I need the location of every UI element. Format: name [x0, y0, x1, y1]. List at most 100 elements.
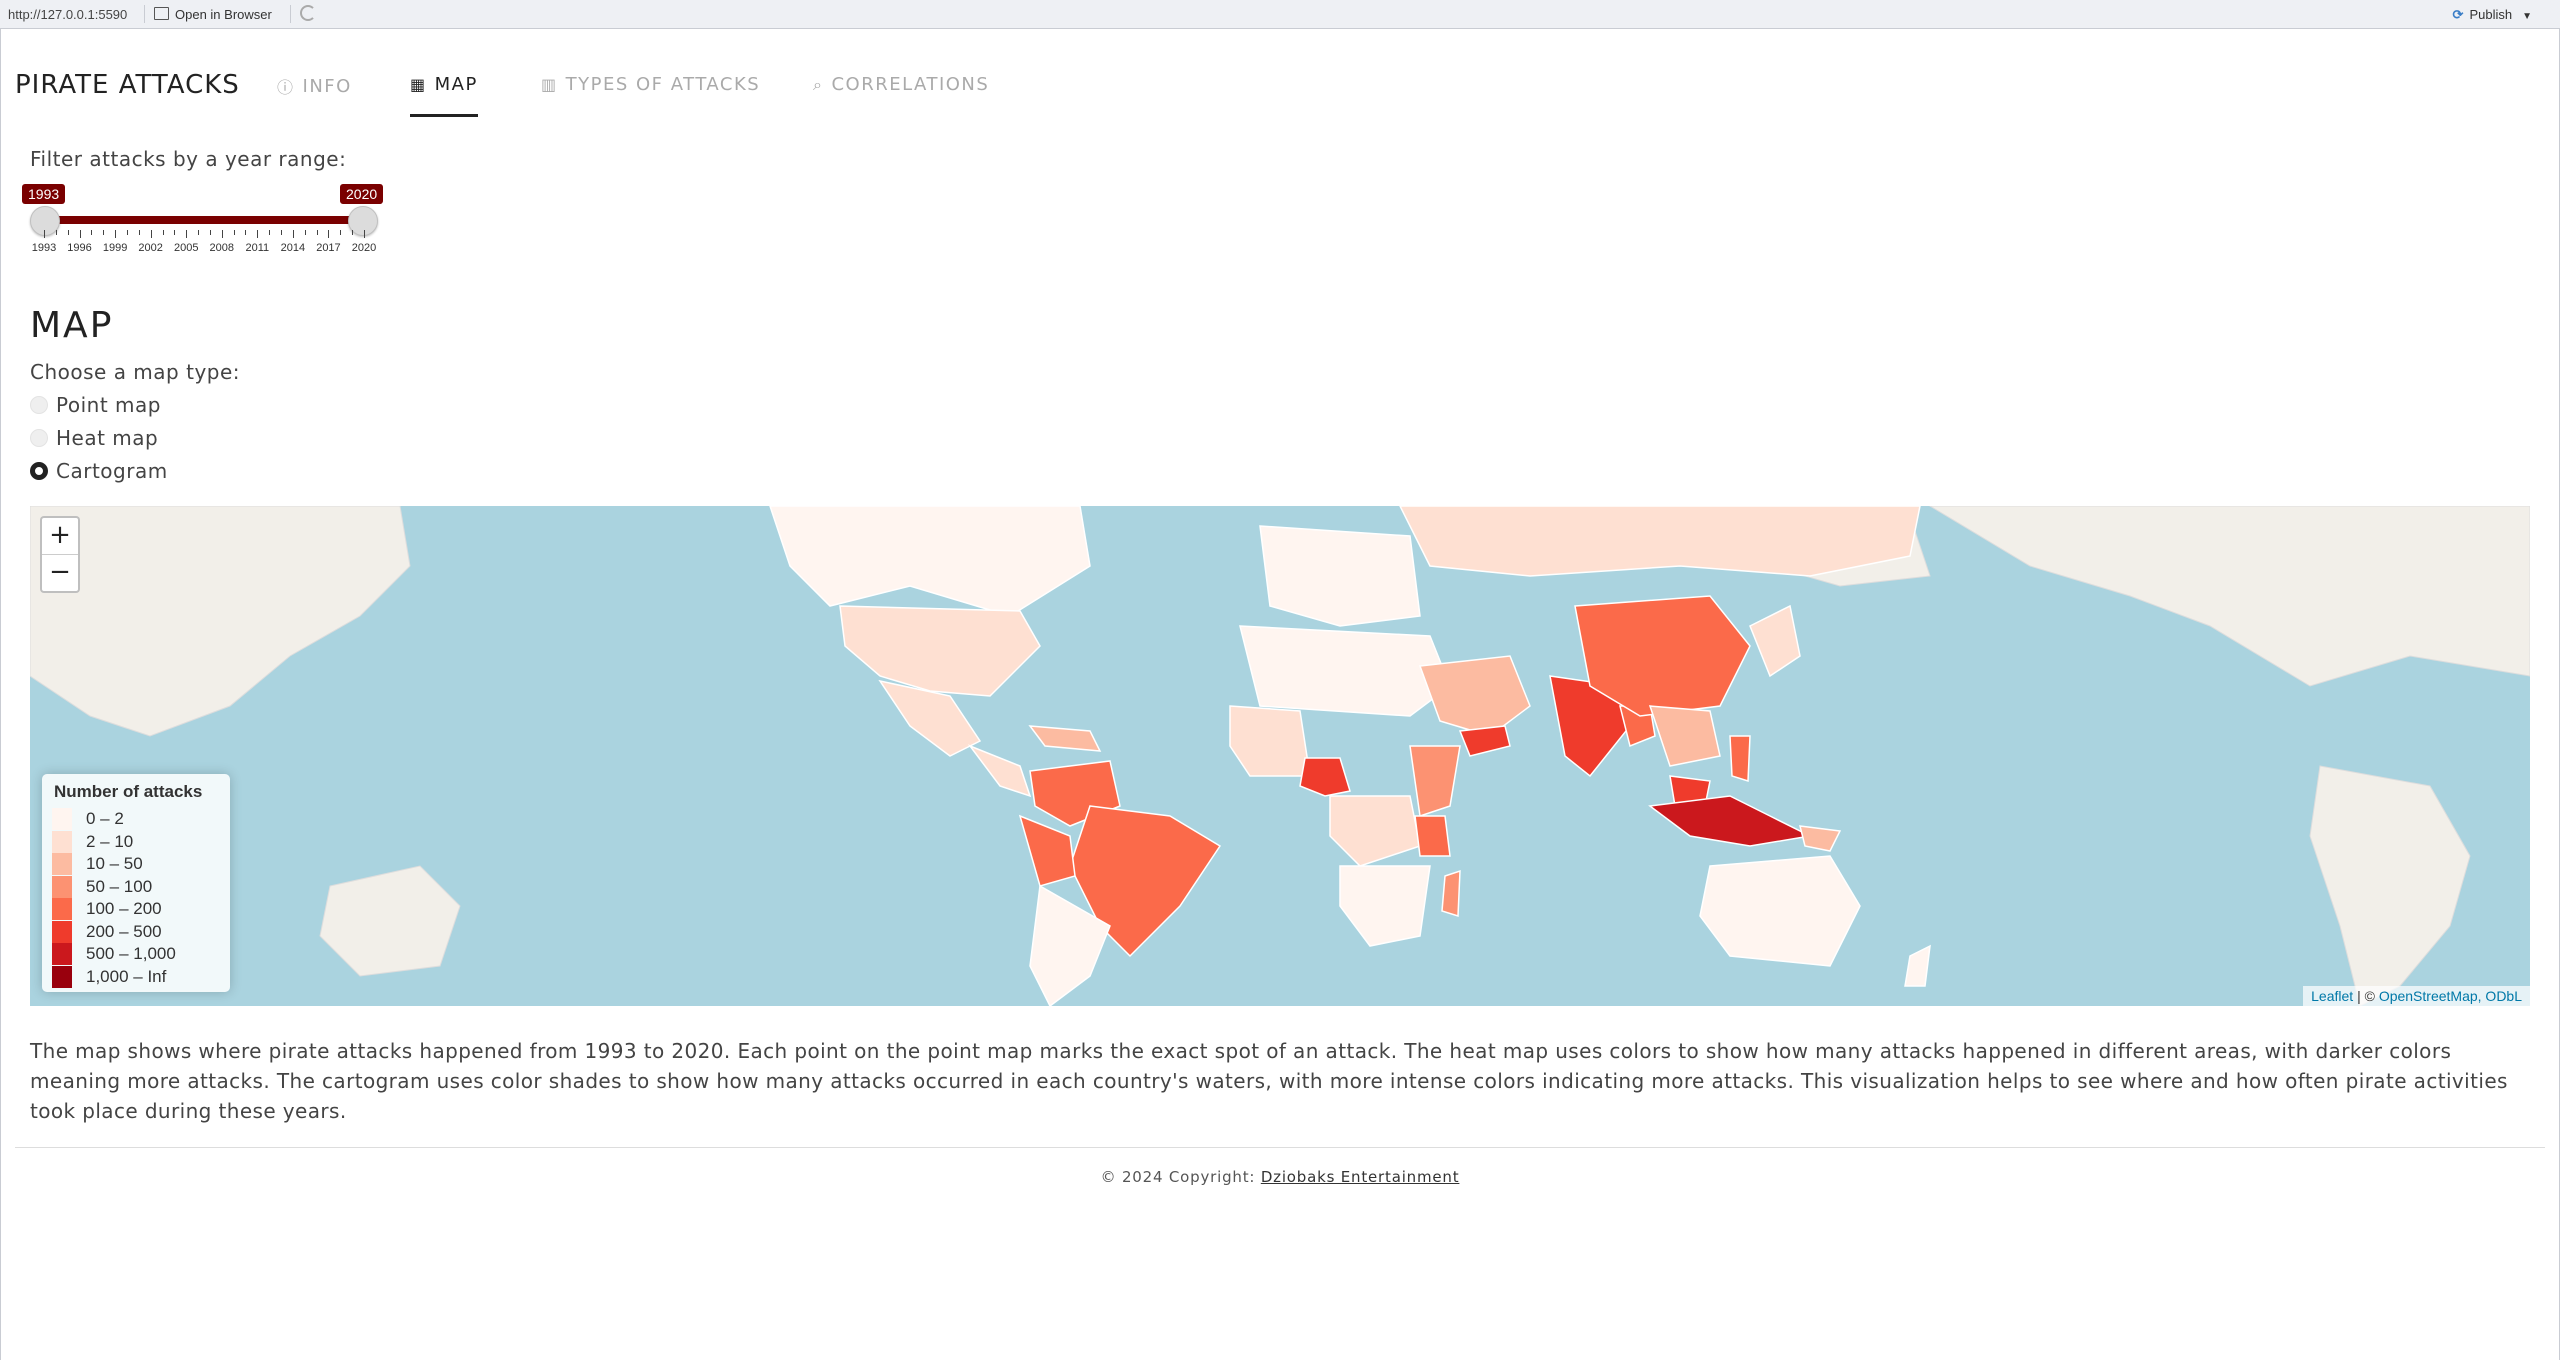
legend-item: 500 – 1,000: [52, 943, 176, 965]
legend-label: 200 – 500: [86, 921, 162, 941]
slider-tick-label: 1999: [102, 242, 128, 254]
radio-cartogram[interactable]: Cartogram: [30, 459, 168, 483]
country-indonesia: [1648, 795, 1813, 847]
country-yemen-somalia: [1458, 725, 1511, 757]
slider-tick-label: 2011: [245, 242, 270, 254]
tab-label: INFO: [302, 75, 352, 97]
slider-tick: [364, 230, 365, 238]
legend-label: 100 – 200: [86, 899, 162, 918]
chevron-down-icon[interactable]: ▼: [2522, 11, 2532, 22]
slider-tick-label: 1993: [31, 242, 57, 254]
slider-tick: [186, 230, 188, 238]
map-description: The map shows where pirate attacks happe…: [30, 1039, 2508, 1123]
map-legend: Number of attacks 0 – 2 2 – 10 10 – 50 50 –…: [42, 774, 230, 992]
zoom-in-button[interactable]: +: [49, 520, 71, 550]
slider-tick: [150, 230, 152, 238]
slider-ticks: [44, 230, 365, 240]
open-in-browser-button[interactable]: Open in Browser: [154, 7, 272, 22]
country-middle-east: [1418, 655, 1531, 737]
zoom-out-button[interactable]: −: [42, 554, 78, 591]
legend-swatch: [52, 898, 72, 920]
country-japan-korea: [1749, 604, 1801, 678]
map-attribution: Leaflet | © OpenStreetMap, ODbL: [2303, 986, 2530, 1006]
country-west-africa: [1229, 705, 1311, 777]
tab-map[interactable]: ▦ MAP: [410, 74, 478, 117]
country-europe: [1259, 525, 1421, 627]
country-mexico: [878, 679, 982, 757]
slider-to-value: 2020: [340, 184, 384, 204]
refresh-icon[interactable]: [300, 5, 316, 21]
slider-tick-label: 2020: [351, 242, 377, 254]
slider-tick: [281, 230, 283, 235]
slider-tick: [292, 230, 294, 238]
window-icon: [154, 7, 169, 20]
radio-button[interactable]: [30, 396, 48, 414]
search-icon: ⌕: [813, 74, 824, 94]
legend-swatch: [52, 830, 72, 853]
slider-tick: [316, 230, 318, 235]
publish-icon: ⟳: [2452, 7, 2464, 22]
osm-link[interactable]: OpenStreetMap, ODbL: [2378, 988, 2522, 1004]
country-central-america: [967, 744, 1032, 798]
country-nigeria: [1299, 757, 1351, 797]
tab-info[interactable]: ⓘ INFO: [277, 74, 352, 98]
slider-tick: [79, 230, 81, 238]
footer-link[interactable]: Dziobaks Entertainment: [1260, 1168, 1460, 1186]
slider-tick-label: 2005: [173, 242, 199, 254]
slider-tick: [55, 230, 57, 235]
footer: © 2024 Copyright: Dziobaks Entertainment: [0, 1168, 2560, 1186]
tab-types-of-attacks[interactable]: ▥ TYPES OF ATTACKS: [541, 74, 760, 95]
section-title: MAP: [30, 305, 114, 346]
slider-tick: [126, 230, 128, 235]
radio-button-selected[interactable]: [30, 462, 48, 480]
slider-tick: [340, 230, 342, 235]
country-southern-africa: [1339, 865, 1431, 947]
world-map-cartogram: [30, 506, 2530, 1006]
slider-tick: [209, 230, 211, 235]
url-text[interactable]: http://127.0.0.1:5590: [8, 7, 128, 22]
country-china: [1574, 595, 1751, 717]
slider-from-value: 1993: [22, 184, 66, 204]
bar-chart-icon: ▥: [541, 75, 558, 94]
year-range-slider[interactable]: 1993 2020 1993 1996 1999 2002 2005 2008 2011 20…: [22, 180, 384, 260]
divider: [15, 1147, 2545, 1148]
legend-item: 200 – 500: [52, 920, 162, 943]
country-southern-cone: [1029, 884, 1111, 1006]
footer-copyright: © 2024 Copyright:: [1100, 1168, 1261, 1186]
legend-label: 10 – 50: [86, 854, 143, 873]
slider-tick: [91, 230, 93, 235]
tab-correlations[interactable]: ⌕ CORRELATIONS: [813, 74, 989, 95]
leaflet-link[interactable]: Leaflet: [2311, 988, 2354, 1004]
radio-label: Heat map: [56, 426, 159, 450]
slider-tick: [162, 230, 164, 235]
slider-from-handle[interactable]: [30, 206, 60, 236]
radio-heat-map[interactable]: Heat map: [30, 426, 158, 450]
zoom-control: + −: [40, 516, 80, 593]
publish-button[interactable]: ⟳ Publish ▼: [2453, 7, 2532, 23]
radio-point-map[interactable]: Point map: [30, 393, 161, 417]
legend-item: 100 – 200: [52, 898, 162, 920]
radio-label: Point map: [56, 393, 161, 417]
slider-tick: [198, 230, 200, 235]
publish-label: Publish: [2469, 7, 2513, 22]
legend-label: 50 – 100: [86, 876, 153, 896]
country-tanzania: [1414, 815, 1451, 857]
legend-item: 1,000 – Inf: [52, 965, 166, 988]
country-usa: [839, 605, 1041, 697]
slider-tick-label: 2002: [138, 242, 163, 254]
slider-tick-label: 1996: [67, 242, 92, 254]
slider-tick: [304, 230, 306, 235]
slider-tick: [103, 230, 105, 235]
legend-label: 2 – 10: [86, 831, 134, 851]
legend-title: Number of attacks: [54, 782, 203, 801]
slider-tick: [44, 230, 45, 238]
slider-tick: [67, 230, 69, 235]
leaflet-map[interactable]: + − Number of attacks 0 – 2 2 – 10 10 – 50…: [30, 506, 2530, 1006]
country-australia: [1699, 855, 1861, 967]
country-russia: [1399, 506, 1921, 577]
radio-button[interactable]: [30, 429, 48, 447]
slider-track[interactable]: [44, 216, 364, 224]
country-madagascar: [1441, 869, 1461, 918]
land-asia-left: [30, 506, 411, 737]
country-north-africa: [1239, 625, 1451, 717]
